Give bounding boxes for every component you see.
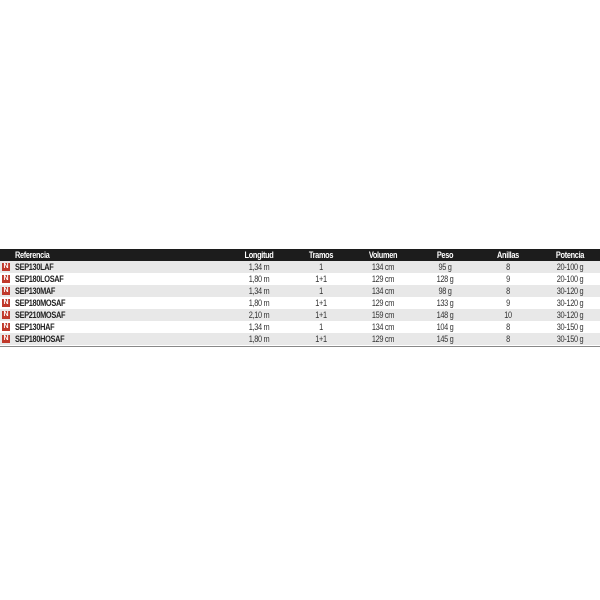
table-row: N SEP210MOSAF 2,10 m 1+1 159 cm 148 g 10 30-120… — [0, 309, 600, 321]
cell-referencia: SEP130LAF — [15, 262, 54, 272]
cell-tramos: 1 — [319, 262, 323, 272]
table-row: N SEP130HAF 1,34 m 1 134 cm 104 g 8 30-150 g — [0, 321, 600, 333]
cell-tramos: 1+1 — [315, 334, 327, 344]
cell-longitud: 1,34 m — [248, 322, 270, 332]
spec-table: Referencia Longitud Tramos Volumen Peso … — [0, 249, 600, 347]
table-row: N SEP180LOSAF 1,80 m 1+1 129 cm 128 g 9 20-100 … — [0, 273, 600, 285]
table-bottom-rule — [0, 346, 600, 347]
cell-anillas: 8 — [506, 322, 510, 332]
cell-volumen: 134 cm — [371, 262, 395, 272]
cell-potencia: 20-100 g — [556, 262, 584, 272]
new-badge-icon: N — [2, 263, 10, 271]
cell-tramos: 1+1 — [315, 298, 327, 308]
cell-peso: 95 g — [438, 262, 452, 272]
cell-tramos: 1 — [319, 286, 323, 296]
cell-potencia: 20-100 g — [556, 274, 584, 284]
cell-potencia: 30-120 g — [556, 298, 584, 308]
cell-anillas: 10 — [504, 310, 512, 320]
cell-peso: 104 g — [436, 322, 454, 332]
cell-longitud: 1,34 m — [248, 286, 270, 296]
cell-referencia: SEP180HOSAF — [15, 334, 65, 344]
new-badge-icon: N — [2, 311, 10, 319]
cell-potencia: 30-120 g — [556, 286, 584, 296]
new-badge-icon: N — [2, 299, 10, 307]
new-badge-icon: N — [2, 275, 10, 283]
new-badge-icon: N — [2, 287, 10, 295]
cell-anillas: 9 — [506, 274, 510, 284]
header-tramos: Tramos — [308, 250, 334, 260]
cell-volumen: 129 cm — [371, 298, 395, 308]
cell-longitud: 1,34 m — [248, 262, 270, 272]
cell-potencia: 30-120 g — [556, 310, 584, 320]
cell-referencia: SEP130MAF — [15, 286, 56, 296]
cell-anillas: 9 — [506, 298, 510, 308]
cell-tramos: 1 — [319, 322, 323, 332]
cell-longitud: 2,10 m — [248, 310, 270, 320]
cell-peso: 145 g — [436, 334, 454, 344]
cell-peso: 128 g — [436, 274, 454, 284]
header-volumen: Volumen — [368, 250, 398, 260]
table-row: N SEP130LAF 1,34 m 1 134 cm 95 g 8 20-100 g — [0, 261, 600, 273]
cell-peso: 148 g — [436, 310, 454, 320]
cell-tramos: 1+1 — [315, 310, 327, 320]
cell-longitud: 1,80 m — [248, 274, 270, 284]
table-row: N SEP180MOSAF 1,80 m 1+1 129 cm 133 g 9 30-120 … — [0, 297, 600, 309]
cell-referencia: SEP130HAF — [15, 322, 55, 332]
table-row: N SEP180HOSAF 1,80 m 1+1 129 cm 145 g 8 30-150 … — [0, 333, 600, 345]
table-row: N SEP130MAF 1,34 m 1 134 cm 98 g 8 30-120 g — [0, 285, 600, 297]
cell-anillas: 8 — [506, 334, 510, 344]
table-header: Referencia Longitud Tramos Volumen Peso … — [0, 249, 600, 261]
cell-potencia: 30-150 g — [556, 334, 584, 344]
header-anillas: Anillas — [497, 250, 519, 260]
header-potencia: Potencia — [555, 250, 585, 260]
new-badge-icon: N — [2, 335, 10, 343]
cell-volumen: 129 cm — [371, 334, 395, 344]
cell-longitud: 1,80 m — [248, 334, 270, 344]
header-referencia: Referencia — [15, 250, 50, 260]
cell-anillas: 8 — [506, 286, 510, 296]
cell-anillas: 8 — [506, 262, 510, 272]
cell-peso: 98 g — [438, 286, 452, 296]
cell-longitud: 1,80 m — [248, 298, 270, 308]
cell-volumen: 134 cm — [371, 322, 395, 332]
cell-volumen: 129 cm — [371, 274, 395, 284]
new-badge-icon: N — [2, 323, 10, 331]
cell-potencia: 30-150 g — [556, 322, 584, 332]
cell-referencia: SEP180MOSAF — [15, 298, 66, 308]
cell-volumen: 159 cm — [371, 310, 395, 320]
header-peso: Peso — [436, 250, 454, 260]
cell-volumen: 134 cm — [371, 286, 395, 296]
cell-referencia: SEP210MOSAF — [15, 310, 66, 320]
cell-peso: 133 g — [436, 298, 454, 308]
header-longitud: Longitud — [244, 250, 274, 260]
cell-referencia: SEP180LOSAF — [15, 274, 64, 284]
cell-tramos: 1+1 — [315, 274, 327, 284]
